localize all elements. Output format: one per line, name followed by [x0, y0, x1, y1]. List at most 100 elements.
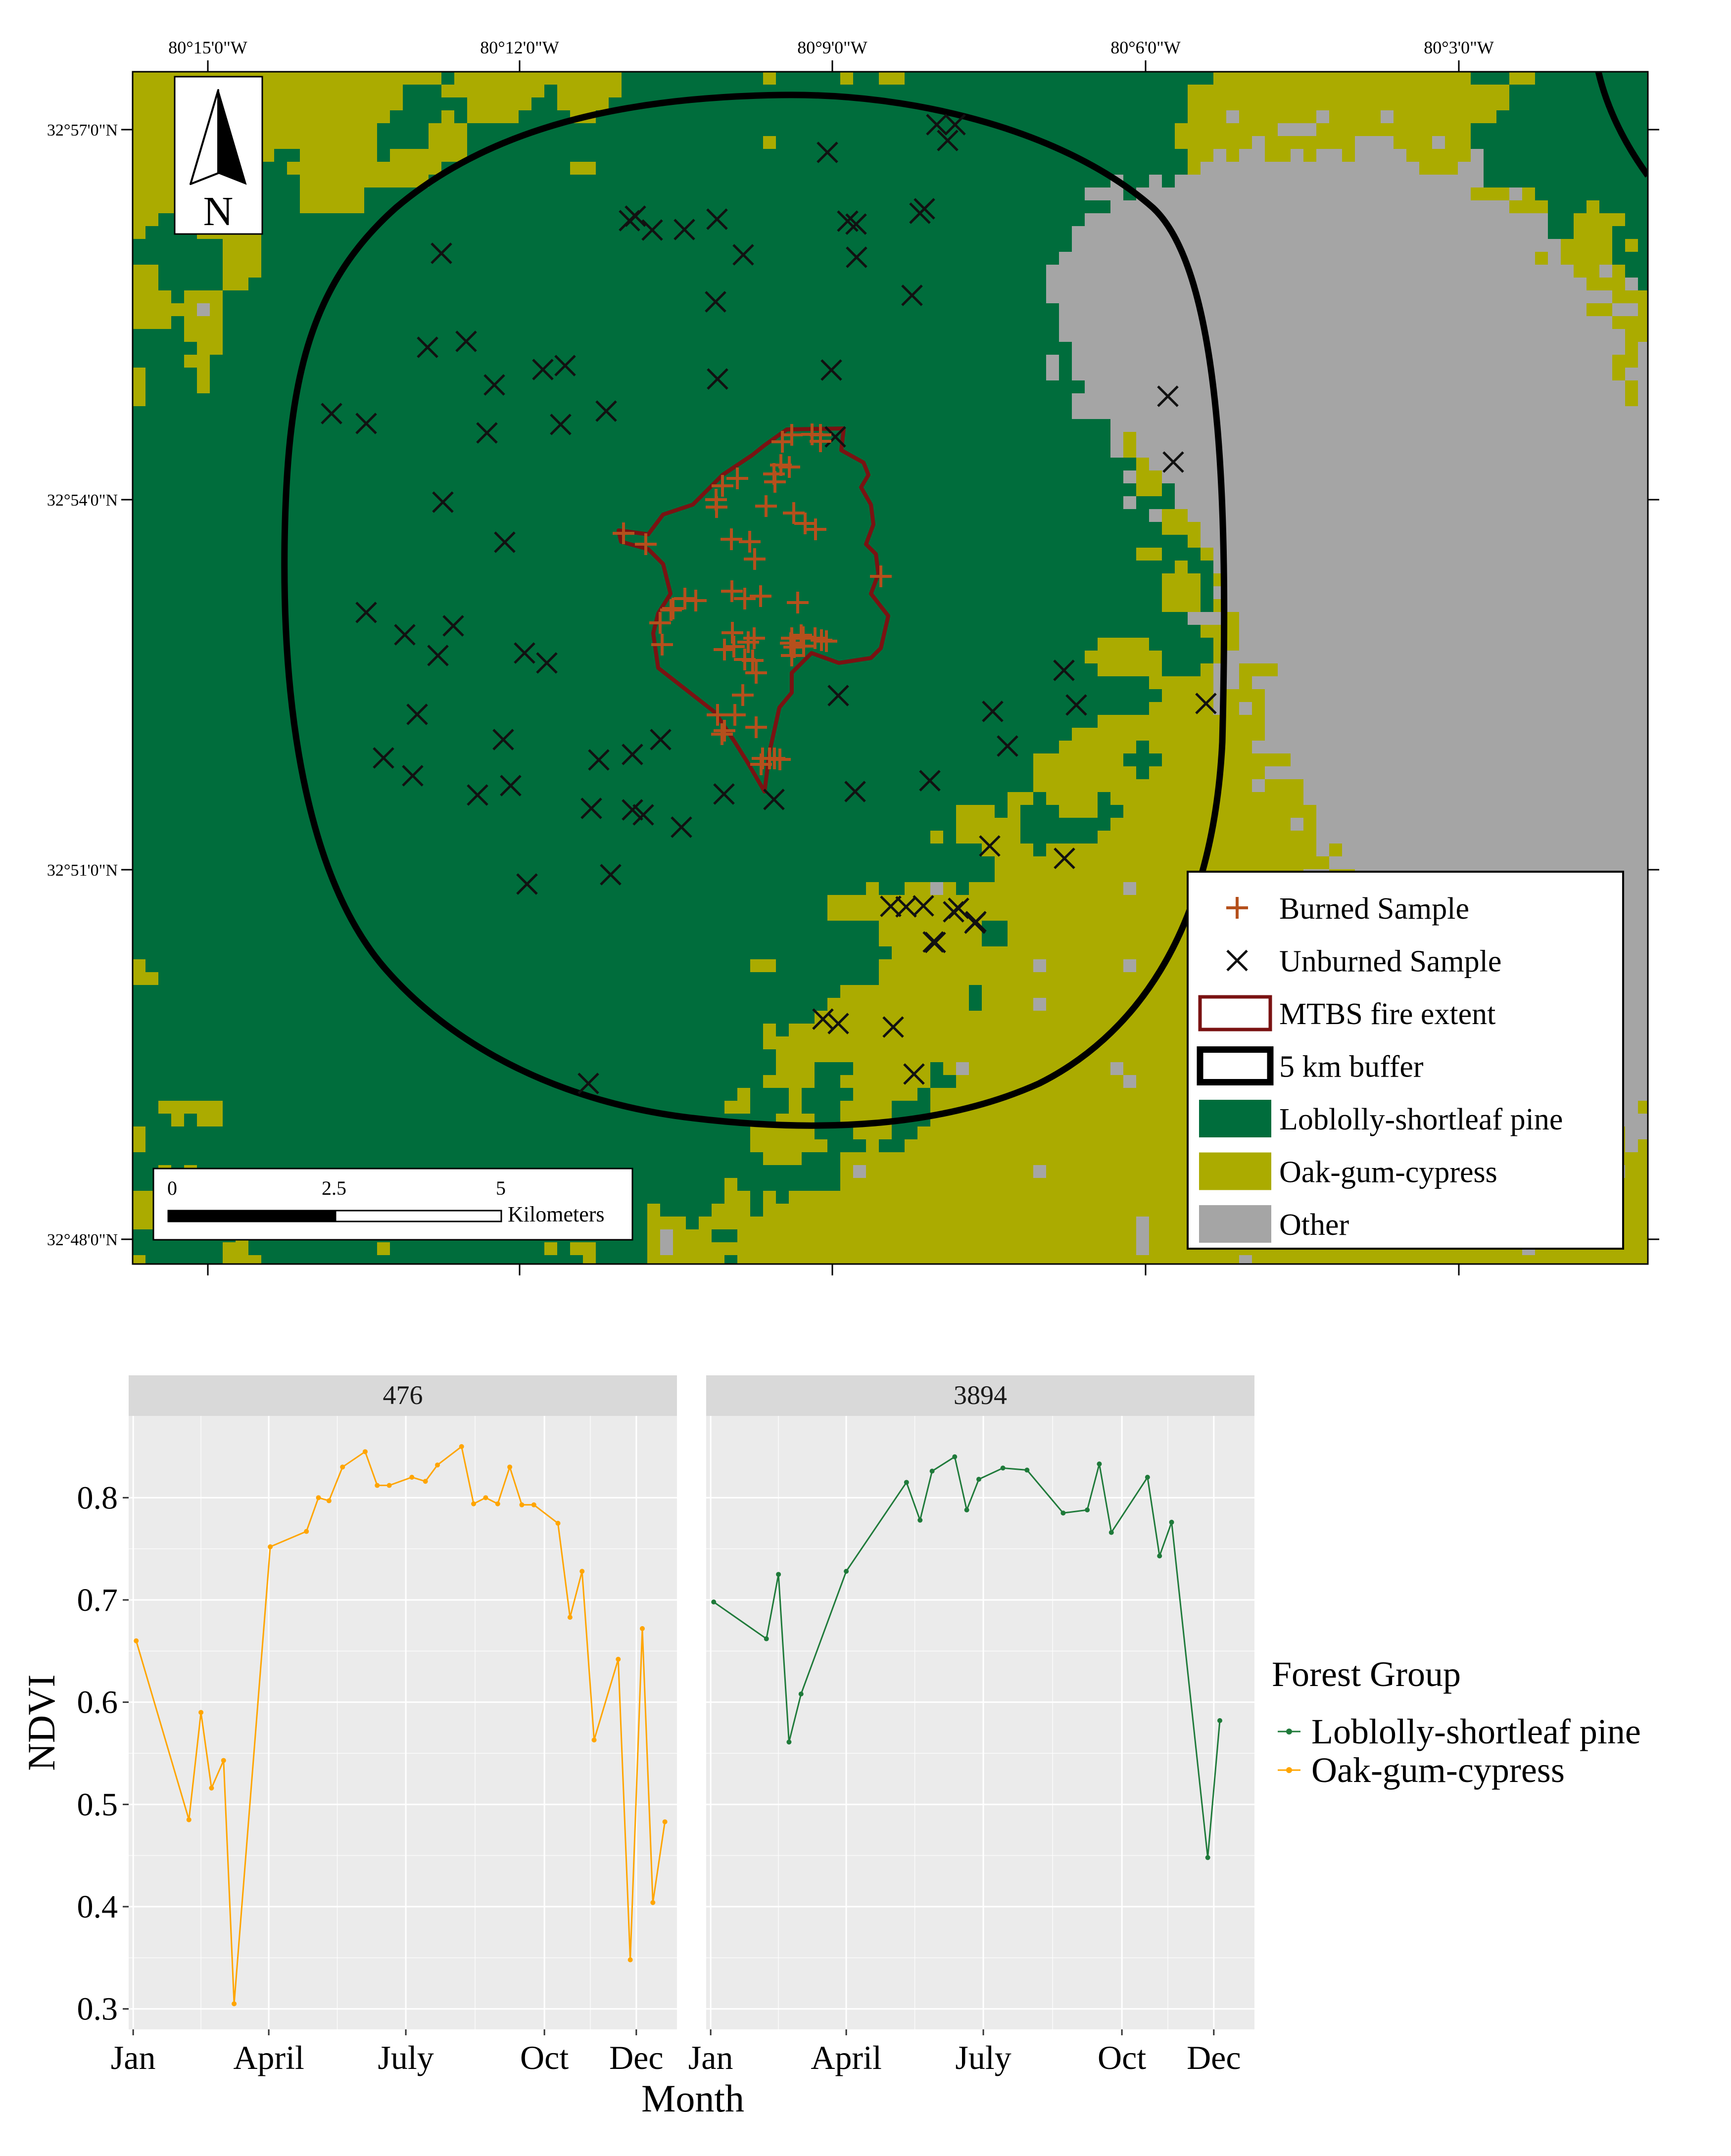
data-point — [1060, 1510, 1066, 1516]
x-tick-label: Oct — [1098, 2039, 1146, 2076]
burned-sample — [755, 495, 777, 517]
unburned-sample — [922, 931, 944, 953]
unburned-sample — [713, 783, 735, 805]
legend-burned-icon — [1226, 897, 1248, 919]
map-legend-item: Burned Sample — [1226, 892, 1469, 926]
longitude-label: 80°15'0"W — [168, 38, 247, 57]
unburned-sample — [514, 642, 535, 664]
facet-strip-3894 — [706, 1375, 1254, 1416]
data-point — [650, 1900, 656, 1905]
data-point — [198, 1710, 204, 1715]
five-km-buffer — [281, 92, 1228, 1129]
buffer-arc-neighbor — [1595, 72, 1648, 178]
data-point — [483, 1495, 488, 1500]
data-point — [1000, 1465, 1006, 1471]
burned-sample — [870, 565, 892, 587]
map-legend-label: 5 km buffer — [1279, 1050, 1424, 1084]
unburned-sample — [595, 400, 617, 422]
burned-sample — [790, 624, 812, 646]
data-point — [1145, 1475, 1150, 1480]
burned-sample — [613, 522, 634, 544]
latitude-label: 32°57'0"N — [47, 121, 118, 140]
burned-sample — [745, 716, 767, 738]
north-arrow-icon: N — [174, 76, 263, 235]
unburned-sample — [427, 645, 449, 666]
y-tick-label: 0.5 — [77, 1786, 118, 1823]
data-point — [616, 1656, 621, 1662]
x-tick-label: Jan — [688, 2039, 733, 2076]
unburned-sample — [1157, 385, 1179, 407]
burned-sample — [726, 468, 748, 489]
data-point — [232, 2001, 237, 2007]
data-point — [209, 1785, 214, 1791]
unburned-sample — [944, 114, 966, 136]
unburned-sample — [476, 422, 498, 444]
map-legend-label: Other — [1279, 1208, 1349, 1242]
ndvi-chart: 476 Jan April July Oct Dec 3894 Jan April July… — [20, 1375, 1641, 2120]
y-axis-title: NDVI — [20, 1675, 63, 1771]
data-point — [964, 1507, 969, 1513]
map-legend-item: Other — [1199, 1205, 1349, 1243]
unburned-sample — [844, 781, 866, 802]
data-point — [776, 1572, 781, 1577]
data-point — [555, 1521, 561, 1526]
burned-sample — [810, 430, 831, 452]
unburned-sample — [406, 703, 428, 725]
latitude-label: 32°54'0"N — [47, 491, 118, 510]
unburned-sample — [707, 368, 728, 390]
longitude-label: 80°6'0"W — [1110, 38, 1181, 57]
data-point — [386, 1483, 392, 1488]
burned-sample — [787, 592, 809, 613]
gridlines-476 — [129, 1416, 677, 2029]
data-point — [904, 1480, 909, 1485]
unburned-sample — [827, 685, 849, 706]
data-point — [844, 1569, 849, 1574]
longitude-label: 80°3'0"W — [1424, 38, 1494, 57]
data-point — [591, 1737, 597, 1743]
unburned-sample — [577, 1073, 599, 1094]
unburned-sample — [516, 873, 538, 895]
facet-3894: 3894 Jan April July Oct Dec — [688, 1375, 1254, 2076]
data-point — [579, 1569, 585, 1574]
unburned-sample — [913, 895, 934, 917]
map-legend-label: Burned Sample — [1279, 892, 1469, 926]
y-tick-label: 0.6 — [77, 1685, 118, 1721]
unburned-sample — [1065, 694, 1087, 716]
data-point — [711, 1599, 717, 1605]
unburned-samples — [321, 114, 1217, 1094]
y-tick-label: 0.7 — [77, 1582, 118, 1618]
burned-sample — [745, 662, 767, 684]
unburned-sample — [895, 896, 917, 918]
burned-sample — [783, 502, 805, 524]
burned-sample — [635, 533, 657, 555]
data-point — [1097, 1461, 1102, 1467]
map-legend: Burned Sample Unburned Sample MTBS fire ex… — [1187, 871, 1624, 1250]
unburned-sample — [732, 244, 754, 266]
unburned-sample — [432, 491, 454, 513]
x-axis-476: Jan April July Oct Dec — [111, 2029, 664, 2076]
unburned-sample — [622, 744, 643, 765]
series-oak-gum-cypress — [134, 1444, 668, 2007]
burned-sample — [651, 634, 673, 656]
gridlines-3894 — [706, 1416, 1254, 2029]
unburned-sample — [650, 729, 672, 750]
burned-sample — [732, 684, 754, 706]
legend-buffer-icon — [1197, 1046, 1274, 1085]
data-point — [1205, 1855, 1210, 1860]
unburned-sample — [909, 202, 931, 224]
data-point — [786, 1739, 792, 1745]
y-tick-label: 0.8 — [77, 1480, 118, 1516]
burned-sample — [816, 630, 837, 652]
burned-sample — [707, 704, 728, 726]
latitude-labels: 32°57'0"N 32°54'0"N 32°51'0"N 32°48'0"N — [47, 121, 1659, 1249]
longitude-label: 80°12'0"W — [480, 38, 559, 57]
unburned-sample — [550, 414, 572, 435]
data-point — [1157, 1553, 1162, 1559]
data-point — [326, 1498, 332, 1503]
unburned-sample — [467, 784, 488, 806]
unburned-sample — [494, 531, 516, 553]
data-point — [409, 1475, 415, 1480]
data-point — [976, 1477, 981, 1482]
unburned-sample — [937, 130, 959, 151]
